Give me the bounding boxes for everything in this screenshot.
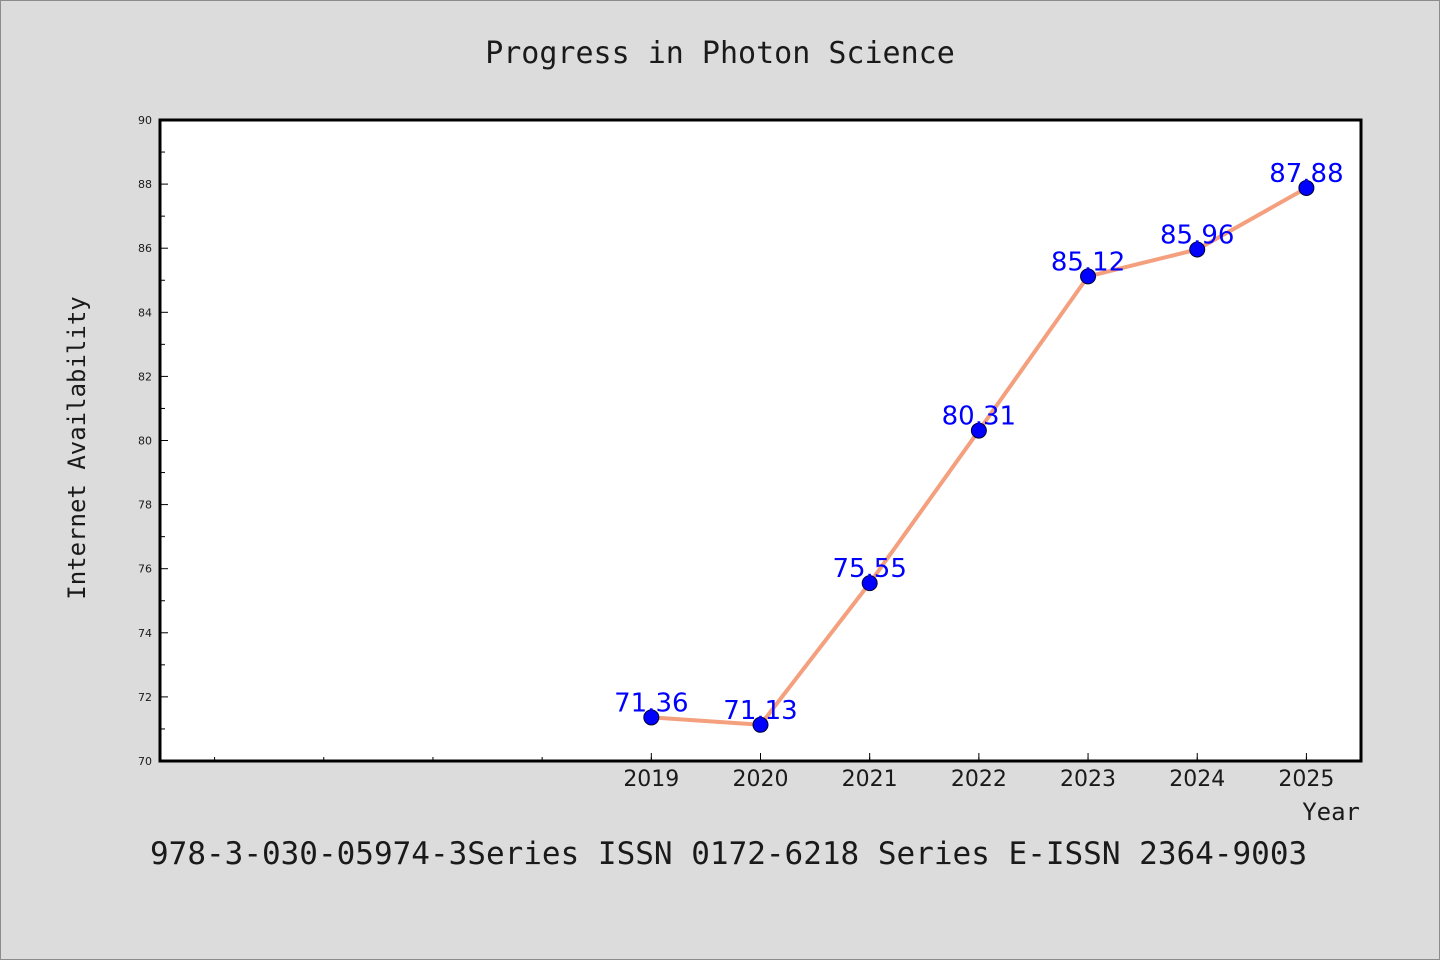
data-label: 71.36 — [614, 688, 688, 718]
y-tick-label: 82 — [138, 370, 152, 383]
y-axis-label: Internet Availability — [63, 296, 91, 599]
y-tick-label: 86 — [138, 242, 152, 255]
x-tick-label: 2022 — [951, 767, 1007, 792]
y-tick-label: 74 — [138, 627, 152, 640]
data-label: 71.13 — [723, 696, 797, 726]
data-point — [970, 422, 987, 439]
y-tick-label: 84 — [138, 306, 152, 319]
y-tick-label: 70 — [138, 755, 152, 768]
x-tick-label: 2019 — [623, 767, 679, 792]
data-point — [861, 575, 878, 592]
x-tick-label: 2024 — [1169, 767, 1225, 792]
x-tick-label: 2020 — [733, 767, 789, 792]
x-axis: 2019 2020 2021 2022 2023 2024 2025 — [214, 753, 1334, 792]
data-point — [1080, 268, 1097, 285]
y-tick-label: 72 — [138, 691, 152, 704]
data-point — [1298, 179, 1315, 196]
chart-title: Progress in Photon Science — [485, 36, 955, 71]
plot-background — [160, 120, 1361, 761]
y-tick-label: 78 — [138, 499, 152, 512]
series: 71.36 71.13 75.55 80.31 85.12 85.96 87.88 — [614, 159, 1344, 733]
data-label: 85.96 — [1160, 220, 1234, 250]
y-tick-label: 90 — [138, 114, 152, 127]
x-tick-label: 2025 — [1278, 767, 1334, 792]
data-point — [643, 709, 660, 726]
data-label: 80.31 — [942, 402, 1016, 432]
y-tick-label: 76 — [138, 563, 152, 576]
x-tick-label: 2023 — [1060, 767, 1116, 792]
x-axis-label: Year — [1302, 798, 1360, 826]
isbn-issn-footnote: 978-3-030-05974-3Series ISSN 0172-6218 S… — [150, 836, 1307, 872]
y-tick-label: 88 — [138, 178, 152, 191]
data-point — [1189, 241, 1206, 258]
x-tick-label: 2021 — [842, 767, 898, 792]
data-point — [752, 716, 769, 733]
data-label: 75.55 — [832, 554, 906, 584]
plot-border — [158, 118, 1363, 763]
data-label: 85.12 — [1051, 247, 1125, 277]
data-label: 87.88 — [1269, 159, 1343, 189]
y-tick-label: 80 — [138, 435, 152, 448]
